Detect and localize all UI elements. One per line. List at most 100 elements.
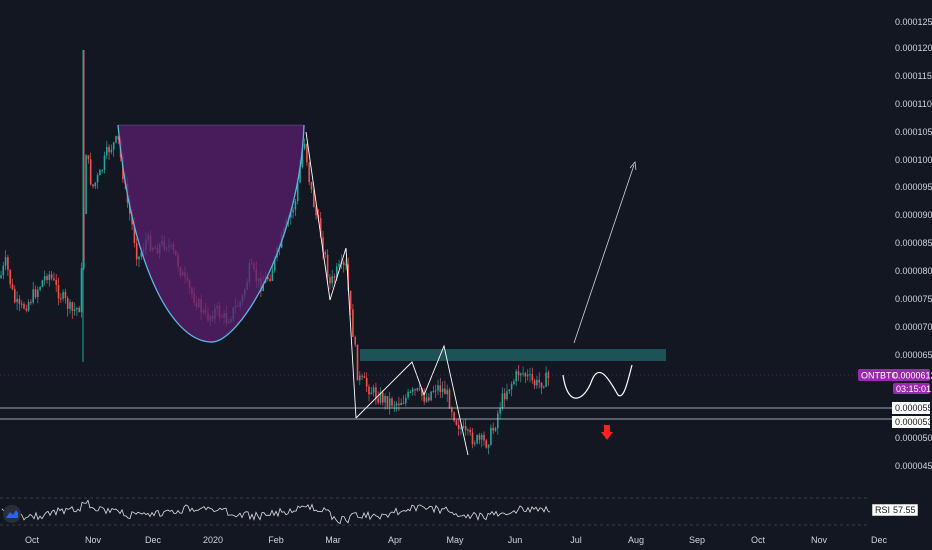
- candle-body: [405, 397, 407, 404]
- candle-body: [333, 276, 336, 278]
- candle-body: [16, 298, 18, 303]
- candle-body: [48, 274, 51, 280]
- candle-body: [444, 388, 446, 395]
- candle-body: [273, 257, 276, 271]
- candle-body: [60, 298, 62, 300]
- candle-body: [296, 182, 299, 201]
- candle-body: [66, 298, 69, 309]
- time-tick-label: 2020: [203, 535, 223, 545]
- candle-body: [110, 149, 113, 153]
- candle-body: [301, 148, 304, 167]
- cup-curve: [117, 124, 305, 343]
- time-axis: Oct Nov Dec 2020 Feb Mar Apr May Jun Jul Aug Sep Oct…: [25, 535, 888, 545]
- candle-body: [520, 373, 522, 376]
- candle-body: [457, 424, 460, 430]
- candle-body: [25, 308, 28, 311]
- candle-body: [99, 170, 101, 176]
- candle-body: [432, 391, 435, 392]
- tradingview-logo-icon[interactable]: [3, 505, 21, 523]
- candle-body: [464, 426, 467, 431]
- symbol-label: ONTBTC: [861, 371, 898, 381]
- candle-body: [50, 274, 53, 279]
- candle-body: [388, 398, 391, 407]
- candle-body: [391, 398, 393, 406]
- candle-body: [57, 285, 60, 299]
- candle-body: [409, 391, 412, 393]
- candle-body: [73, 309, 76, 311]
- price-tick-label: 0.0000450: [895, 461, 932, 471]
- candle-body: [299, 166, 301, 183]
- candle-body: [460, 427, 462, 430]
- candle-body: [14, 289, 16, 303]
- candle-body: [545, 372, 547, 387]
- candle-body: [510, 384, 513, 390]
- candle-body: [53, 278, 55, 281]
- candle-body: [453, 412, 455, 421]
- candle-body: [78, 307, 80, 313]
- candle-body: [345, 264, 347, 266]
- candle-body: [536, 379, 538, 386]
- candle-body: [349, 290, 352, 310]
- candle-body: [377, 398, 379, 403]
- candle-body: [39, 287, 41, 290]
- candle-body: [513, 381, 515, 385]
- candle-body: [87, 155, 90, 160]
- candle-body: [414, 389, 416, 391]
- candle-body: [11, 284, 14, 290]
- candle-body: [138, 256, 140, 260]
- candle-body: [269, 279, 271, 281]
- candle-body: [529, 374, 531, 376]
- candle-body: [441, 388, 444, 393]
- candle-body: [331, 276, 333, 284]
- candle-body: [0, 275, 2, 278]
- candle-body: [94, 182, 97, 187]
- candle-body: [480, 434, 483, 440]
- forecast-wave: [562, 364, 633, 399]
- candle-body: [379, 392, 382, 403]
- candle-body: [2, 265, 5, 276]
- candle-body: [538, 379, 540, 383]
- candle-body: [418, 388, 421, 390]
- candle-body: [508, 389, 511, 392]
- countdown-badge: [893, 383, 930, 394]
- candle-body: [313, 189, 315, 208]
- resistance-zone: [360, 349, 666, 361]
- candle-body: [469, 429, 471, 433]
- candle-body: [303, 143, 306, 149]
- candle-body: [423, 395, 425, 402]
- candle-body: [400, 403, 402, 405]
- candle-body: [267, 276, 269, 279]
- candle-body: [34, 289, 37, 298]
- zigzag-line: [305, 131, 357, 419]
- cup-shape: [118, 125, 304, 343]
- candle-body: [533, 380, 536, 386]
- candle-body: [92, 184, 94, 187]
- candle-body: [524, 373, 527, 377]
- candle-body: [133, 224, 136, 243]
- candle-body: [490, 427, 492, 445]
- candle-body: [485, 440, 488, 448]
- candle-body: [292, 209, 294, 213]
- candle-body: [55, 280, 57, 286]
- candle-body: [27, 302, 30, 311]
- time-tick-label: Jul: [570, 535, 582, 545]
- time-tick-label: May: [446, 535, 464, 545]
- candle-body: [437, 385, 439, 391]
- candle-body: [271, 270, 274, 281]
- candle-body: [517, 371, 520, 376]
- candle-body: [361, 375, 363, 377]
- candle-body: [46, 276, 48, 280]
- drawings-layer: [0, 124, 892, 456]
- candle-body: [446, 389, 448, 395]
- candle-body: [41, 280, 44, 287]
- candle-body: [372, 387, 375, 393]
- time-tick-label: Dec: [145, 535, 162, 545]
- candle-body: [478, 435, 481, 440]
